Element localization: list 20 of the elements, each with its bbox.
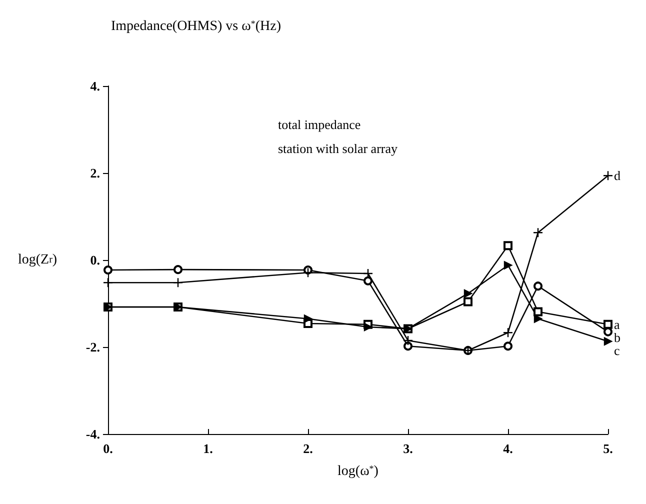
series-label: d [614,168,621,184]
annotation: station with solar array [278,141,398,156]
y-tick-label: 2. [90,166,100,180]
x-tick-label: 1. [203,441,213,456]
x-tick-label: 0. [103,441,113,456]
x-tick-label: 5. [603,441,613,456]
x-tick-label: 2. [303,441,313,456]
x-tick-label: 3. [403,441,413,456]
series-label: c [614,342,620,358]
annotation: total impedance [278,117,361,132]
y-tick-label: -2. [86,340,100,354]
y-tick-label: 4. [90,78,100,94]
x-tick-label: 4. [503,441,513,456]
y-tick-label: 0. [90,252,100,268]
y-axis-title: log(Zr) [18,252,58,268]
series-label: b [614,330,620,345]
chart-title: Impedance(OHMS) vs ω*(Hz) [111,18,282,34]
x-axis-title: log(ω*) [338,464,379,479]
y-tick-label: -4. [86,426,100,442]
series-label: a [614,316,620,332]
